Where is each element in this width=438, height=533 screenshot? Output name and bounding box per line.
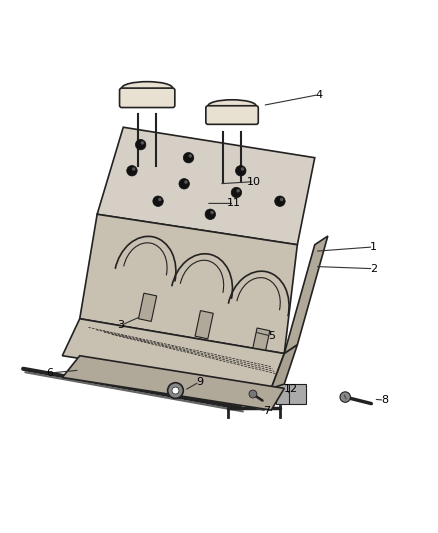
Text: 5: 5 xyxy=(268,331,275,341)
Polygon shape xyxy=(284,236,328,353)
Text: 12: 12 xyxy=(284,384,298,394)
Ellipse shape xyxy=(122,82,173,94)
Polygon shape xyxy=(80,214,297,353)
Text: 6: 6 xyxy=(46,368,53,378)
Circle shape xyxy=(153,196,163,206)
Circle shape xyxy=(210,211,214,214)
Bar xyxy=(138,293,157,321)
Circle shape xyxy=(241,167,244,171)
Bar xyxy=(195,311,213,339)
Circle shape xyxy=(172,387,179,394)
Text: 8: 8 xyxy=(381,395,388,405)
Text: 7: 7 xyxy=(263,406,270,416)
Text: 11: 11 xyxy=(227,198,241,208)
Text: 10: 10 xyxy=(247,176,261,187)
Polygon shape xyxy=(62,356,284,410)
Circle shape xyxy=(127,166,137,176)
Circle shape xyxy=(231,187,242,198)
Circle shape xyxy=(236,166,246,176)
Circle shape xyxy=(340,392,350,402)
Circle shape xyxy=(275,196,285,206)
Text: 1: 1 xyxy=(370,242,377,252)
Circle shape xyxy=(184,180,187,184)
Circle shape xyxy=(249,390,257,398)
Ellipse shape xyxy=(208,100,256,112)
Text: 3: 3 xyxy=(117,320,124,330)
Circle shape xyxy=(132,167,135,171)
Bar xyxy=(252,328,270,356)
Circle shape xyxy=(188,154,192,158)
FancyBboxPatch shape xyxy=(206,106,258,124)
Circle shape xyxy=(141,141,144,144)
Circle shape xyxy=(184,152,194,163)
Circle shape xyxy=(205,209,215,220)
Polygon shape xyxy=(62,319,284,389)
Polygon shape xyxy=(97,127,315,245)
FancyBboxPatch shape xyxy=(120,88,175,108)
Text: 9: 9 xyxy=(196,377,203,387)
Circle shape xyxy=(237,189,240,192)
Text: 4: 4 xyxy=(315,90,323,100)
Circle shape xyxy=(135,140,146,150)
Circle shape xyxy=(168,383,184,398)
Polygon shape xyxy=(271,345,297,389)
FancyBboxPatch shape xyxy=(276,384,306,403)
Circle shape xyxy=(158,198,162,201)
Circle shape xyxy=(179,179,189,189)
Circle shape xyxy=(280,198,283,201)
Text: 2: 2 xyxy=(370,264,377,273)
